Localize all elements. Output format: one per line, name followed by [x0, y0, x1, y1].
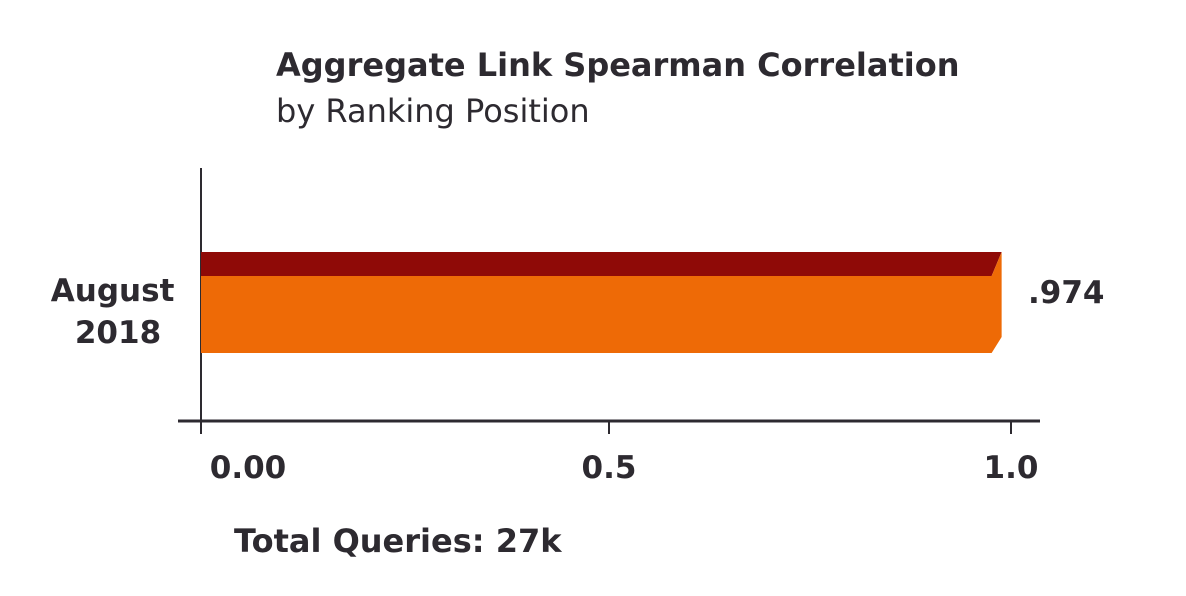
category-label-line-2: 2018 — [75, 315, 161, 351]
category-label: August 2018 — [51, 273, 185, 351]
bar-value-label: .974 — [1028, 275, 1105, 311]
category-label-line-1: August — [51, 273, 175, 309]
chart-subtitle: by Ranking Position — [276, 92, 590, 130]
x-tick-label-0: 0.00 — [210, 450, 287, 486]
chart-title: Aggregate Link Spearman Correlation — [276, 46, 959, 84]
x-tick-label-2: 1.0 — [984, 450, 1039, 486]
bar-top-face — [201, 252, 1002, 276]
x-tick-label-1: 0.5 — [582, 450, 637, 486]
bar-august-2018 — [201, 252, 1002, 353]
total-queries-label: Total Queries: 27k — [234, 522, 562, 560]
